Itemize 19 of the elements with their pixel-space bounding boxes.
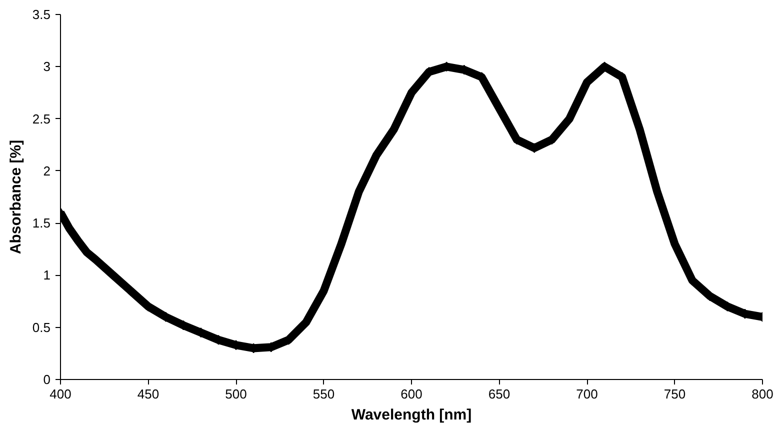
x-tick-label: 700	[576, 386, 598, 402]
y-tick-label: 2	[43, 163, 51, 178]
x-axis-title: Wavelength [nm]	[351, 406, 472, 424]
y-tick-label: 0.5	[32, 320, 51, 335]
x-tick-label: 750	[664, 386, 686, 402]
y-tick-label: 1.5	[32, 216, 51, 231]
x-tick-label: 400	[50, 386, 72, 402]
x-tick-label: 600	[400, 386, 422, 402]
x-tick-label: 650	[488, 386, 510, 402]
y-tick-label: 3.5	[32, 7, 51, 22]
x-tick-label: 450	[137, 386, 160, 402]
x-tick-label: 550	[312, 386, 335, 402]
x-tick-label: 500	[225, 386, 247, 402]
y-tick-label: 0	[43, 372, 51, 387]
y-tick-label: 3	[43, 59, 51, 74]
y-tick-label: 1	[43, 268, 51, 283]
y-axis-title: Absorbance [%]	[7, 140, 24, 254]
y-tick-label: 2.5	[32, 111, 51, 126]
x-tick-label: 800	[752, 386, 774, 402]
